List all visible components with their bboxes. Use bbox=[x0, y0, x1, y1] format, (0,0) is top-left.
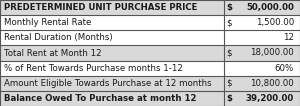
FancyBboxPatch shape bbox=[0, 61, 300, 76]
Text: 12: 12 bbox=[283, 33, 294, 42]
FancyBboxPatch shape bbox=[0, 91, 300, 106]
Text: 1,500.00: 1,500.00 bbox=[256, 18, 294, 27]
FancyBboxPatch shape bbox=[0, 0, 300, 15]
Text: 60%: 60% bbox=[275, 64, 294, 73]
Text: 50,000.00: 50,000.00 bbox=[246, 3, 294, 12]
Text: $: $ bbox=[226, 94, 232, 103]
Text: Total Rent at Month 12: Total Rent at Month 12 bbox=[4, 49, 101, 57]
Text: Monthly Rental Rate: Monthly Rental Rate bbox=[4, 18, 91, 27]
FancyBboxPatch shape bbox=[0, 30, 300, 45]
Text: PREDETERMINED UNIT PURCHASE PRICE: PREDETERMINED UNIT PURCHASE PRICE bbox=[4, 3, 197, 12]
Text: $: $ bbox=[226, 49, 232, 57]
FancyBboxPatch shape bbox=[0, 45, 300, 61]
FancyBboxPatch shape bbox=[0, 15, 300, 30]
FancyBboxPatch shape bbox=[0, 76, 300, 91]
Text: Balance Owed To Purchase at month 12: Balance Owed To Purchase at month 12 bbox=[4, 94, 196, 103]
Text: $: $ bbox=[226, 3, 232, 12]
Text: Amount Eligible Towards Purchase at 12 months: Amount Eligible Towards Purchase at 12 m… bbox=[4, 79, 211, 88]
Text: 18,000.00: 18,000.00 bbox=[250, 49, 294, 57]
Text: 10,800.00: 10,800.00 bbox=[250, 79, 294, 88]
Text: Rental Duration (Months): Rental Duration (Months) bbox=[4, 33, 112, 42]
Text: $: $ bbox=[226, 79, 232, 88]
Text: $: $ bbox=[226, 18, 232, 27]
Text: 39,200.00: 39,200.00 bbox=[246, 94, 294, 103]
Text: % of Rent Towards Purchase months 1-12: % of Rent Towards Purchase months 1-12 bbox=[4, 64, 182, 73]
